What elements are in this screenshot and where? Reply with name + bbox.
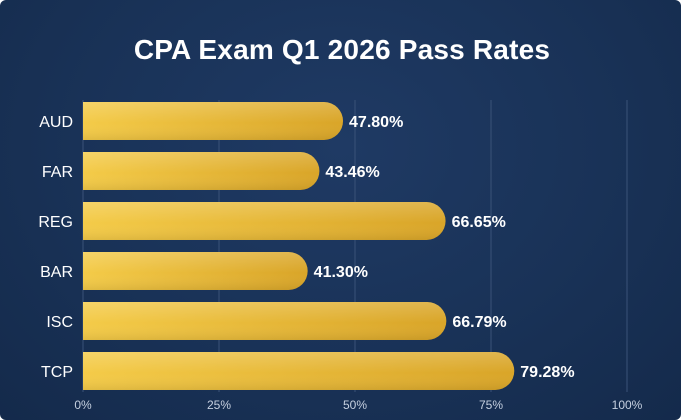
value-label: 66.79% [452, 314, 506, 331]
gridlines [82, 100, 628, 392]
value-label: 79.28% [520, 364, 574, 381]
bar-shine [83, 152, 320, 190]
value-label: 41.30% [314, 264, 368, 281]
bar-shine [83, 302, 447, 340]
bar-shine [83, 202, 446, 241]
category-label: TCP [41, 364, 73, 381]
bars [83, 102, 515, 390]
x-tick-label: 75% [479, 398, 503, 412]
value-label: 43.46% [325, 164, 379, 181]
bar-shine [83, 252, 308, 290]
category-label: BAR [40, 264, 73, 281]
x-tick-label: 100% [612, 398, 643, 412]
x-axis-ticks: 0% 25% 50% 75% 100% [74, 398, 642, 412]
category-label: REG [38, 214, 73, 231]
labels: AUD 47.80% FAR 43.46% REG 66.65% BAR 41.30% ISC 6… [38, 114, 574, 381]
category-label: AUD [39, 114, 73, 131]
chart-title: CPA Exam Q1 2026 Pass Rates [133, 34, 551, 65]
value-label: 66.65% [452, 214, 506, 231]
category-label: ISC [46, 314, 73, 331]
category-label: FAR [42, 164, 73, 181]
bar-shine [83, 352, 515, 390]
x-tick-label: 0% [74, 398, 92, 412]
x-tick-label: 25% [207, 398, 231, 412]
x-tick-label: 50% [343, 398, 367, 412]
value-label: 47.80% [349, 114, 403, 131]
bar-shine [83, 102, 344, 140]
